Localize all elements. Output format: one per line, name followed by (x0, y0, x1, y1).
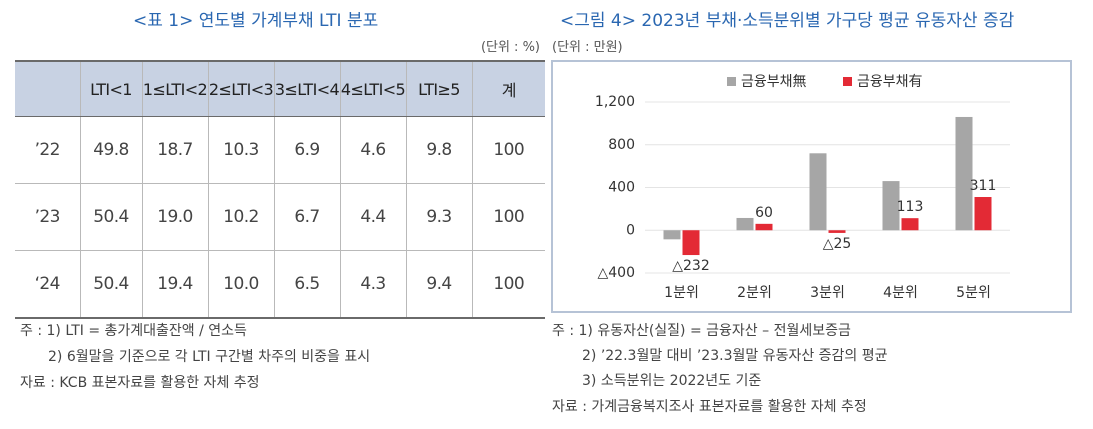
table-unit: (단위 : %) (480, 40, 540, 55)
y-tick-label: 800 (608, 137, 635, 153)
column-header: LTI≥5 (405, 60, 472, 117)
row-label: ’23 (15, 183, 80, 251)
table-cell: 49.8 (79, 116, 142, 184)
legend-swatch (727, 77, 736, 86)
table-row: ‘24 50.4 19.4 10.0 6.5 4.3 9.4 100 (15, 250, 545, 319)
header-row: LTI<1 1≤LTI<2 2≤LTI<3 3≤LTI<4 4≤LTI<5 LTI≥5 계 (15, 60, 545, 117)
y-tick-label: 1,200 (595, 94, 635, 110)
table-cell: 6.7 (273, 183, 340, 251)
row-label: ‘24 (15, 250, 80, 319)
table-cell: 50.4 (79, 250, 142, 319)
column-header: 2≤LTI<3 (207, 60, 274, 117)
x-tick-label: 2분위 (737, 285, 772, 301)
corner-cell (15, 60, 80, 117)
table-cell: 4.6 (339, 116, 406, 184)
table-row: ’23 50.4 19.0 10.2 6.7 4.4 9.3 100 (15, 183, 545, 251)
value-label: 311 (970, 178, 997, 194)
table-cell: 9.4 (405, 250, 472, 319)
note: 주 : 1) LTI = 총가계대출잔액 / 연소득 (20, 323, 247, 339)
bar (828, 230, 846, 233)
bar (882, 181, 900, 231)
legend-swatch (843, 77, 852, 86)
chart-frame (551, 60, 1072, 313)
note: 2) ’22.3월말 대비 ’23.3월말 유동자산 증감의 평균 (582, 348, 888, 364)
column-header: 3≤LTI<4 (273, 60, 340, 117)
note: 3) 소득분위는 2022년도 기준 (582, 373, 762, 389)
y-tick-label: 400 (608, 180, 635, 196)
bar (809, 153, 827, 231)
table-title: <표 1> 연도별 가계부채 LTI 분포 (133, 11, 379, 31)
lti-table: LTI<1 1≤LTI<2 2≤LTI<3 3≤LTI<4 4≤LTI<5 LTI≥5 계 … (15, 60, 545, 319)
table-cell: 6.5 (273, 250, 340, 319)
value-label: 60 (755, 205, 773, 221)
table-cell: 18.7 (141, 116, 208, 184)
table-cell: 100 (471, 116, 545, 184)
table-cell: 10.3 (207, 116, 274, 184)
bar (663, 230, 681, 240)
value-label: △25 (823, 236, 852, 252)
table-cell: 50.4 (79, 183, 142, 251)
x-tick-label: 1분위 (664, 285, 699, 301)
y-tick-label: 0 (626, 222, 635, 238)
x-tick-label: 4분위 (883, 285, 918, 301)
column-header: 4≤LTI<5 (339, 60, 406, 117)
bar (974, 197, 992, 231)
column-header: 1≤LTI<2 (141, 60, 208, 117)
note: 자료 : KCB 표본자료를 활용한 자체 추정 (20, 375, 260, 391)
y-tick-label: △400 (598, 265, 636, 281)
table-cell: 19.0 (141, 183, 208, 251)
x-tick-label: 5분위 (956, 285, 991, 301)
note: 자료 : 가계금융복지조사 표본자료를 활용한 자체 추정 (552, 399, 867, 415)
bar (755, 223, 773, 231)
table-cell: 9.8 (405, 116, 472, 184)
table-row: ’22 49.8 18.7 10.3 6.9 4.6 9.8 100 (15, 116, 545, 184)
table-cell: 100 (471, 183, 545, 251)
table-cell: 9.3 (405, 183, 472, 251)
legend-label: 금융부채有 (857, 74, 923, 90)
x-tick-label: 3분위 (810, 285, 845, 301)
table-cell: 10.0 (207, 250, 274, 319)
note: 2) 6월말을 기준으로 각 LTI 구간별 차주의 비중을 표시 (48, 349, 371, 365)
table-cell: 100 (471, 250, 545, 319)
note: 주 : 1) 유동자산(실질) = 금융자산 – 전월세보증금 (552, 323, 851, 339)
value-label: △232 (672, 258, 710, 274)
value-label: 113 (897, 199, 924, 215)
table-cell: 19.4 (141, 250, 208, 319)
table-cell: 4.4 (339, 183, 406, 251)
bar (955, 116, 973, 231)
chart-title: <그림 4> 2023년 부채·소득분위별 가구당 평균 유동자산 증감 (560, 11, 1015, 31)
column-header: LTI<1 (79, 60, 142, 117)
chart-unit: (단위 : 만원) (552, 40, 623, 55)
table-cell: 10.2 (207, 183, 274, 251)
bar (901, 218, 919, 231)
bar (736, 217, 754, 231)
table-cell: 6.9 (273, 116, 340, 184)
legend-label: 금융부채無 (741, 74, 807, 90)
bar (682, 230, 700, 256)
column-header: 계 (471, 60, 545, 117)
table-cell: 4.3 (339, 250, 406, 319)
row-label: ’22 (15, 116, 80, 184)
